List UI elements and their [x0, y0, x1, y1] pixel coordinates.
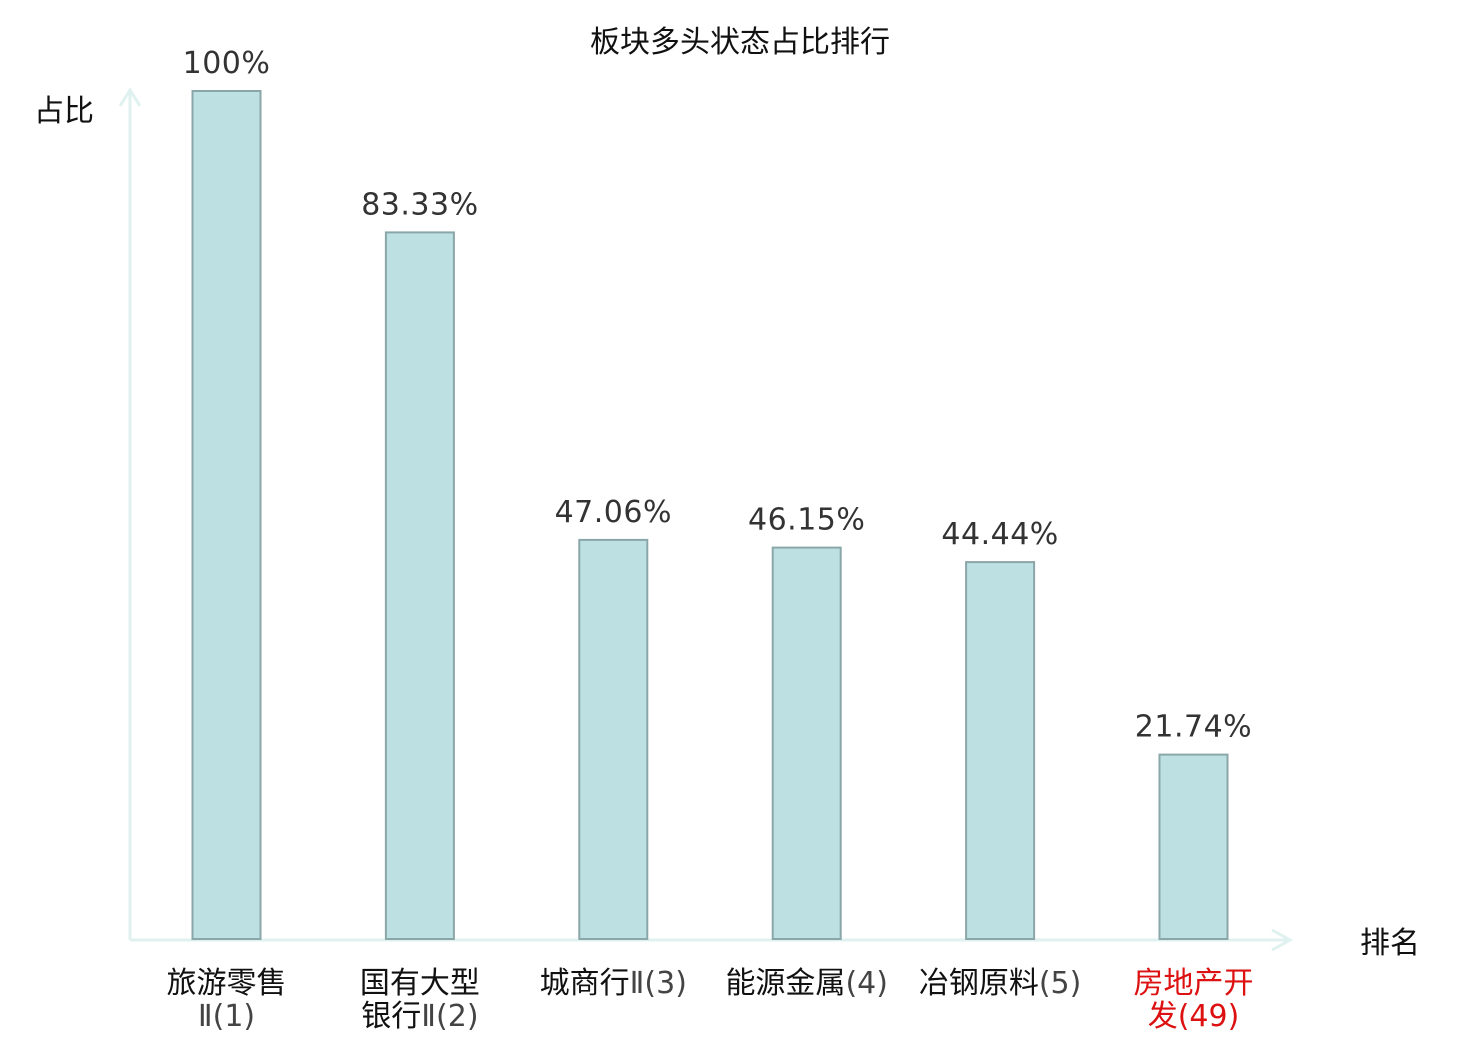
value-label-4: 46.15%	[748, 503, 865, 538]
category-label-2-line-1: 国有大型	[360, 966, 480, 1001]
chart-title: 板块多头状态占比排行	[590, 25, 890, 60]
category-label-4-line-1: 能源金属(4)	[725, 966, 888, 1001]
value-label-2: 83.33%	[361, 187, 478, 222]
bar-2	[384, 231, 455, 940]
category-name: 房地产开	[1134, 966, 1254, 1001]
bars	[191, 90, 1229, 941]
category-rank: Ⅱ(2)	[421, 999, 478, 1034]
y-axis-arrow	[118, 87, 142, 107]
bar-4	[771, 546, 842, 940]
bar-5	[965, 561, 1036, 940]
bar-6	[1158, 753, 1229, 940]
category-label-2-line-2: 银行Ⅱ(2)	[361, 999, 478, 1034]
category-label-1-line-1: 旅游零售	[167, 966, 287, 1001]
value-label-6: 21.74%	[1135, 710, 1252, 745]
category-name: 城商行	[540, 966, 630, 1001]
category-name: 旅游零售	[167, 966, 287, 1001]
category-name: 银行	[361, 999, 421, 1034]
value-label-1: 100%	[183, 46, 271, 81]
category-rank: (49)	[1178, 999, 1240, 1034]
category-rank: (4)	[845, 966, 888, 1001]
value-labels: 100% 83.33% 47.06% 46.15% 44.44% 21.74%	[183, 46, 1252, 745]
category-label-5-line-1: 冶钢原料(5)	[919, 966, 1082, 1001]
category-name: 冶钢原料	[919, 966, 1039, 1001]
x-axis-label: 排名	[1360, 926, 1420, 961]
category-label-1-line-2: Ⅱ(1)	[198, 999, 255, 1034]
value-label-3: 47.06%	[555, 495, 672, 530]
category-rank: (5)	[1039, 966, 1082, 1001]
category-rank: Ⅱ(1)	[198, 999, 255, 1034]
axes	[118, 87, 1294, 952]
category-name: 能源金属	[725, 966, 845, 1001]
category-name: 发	[1148, 999, 1178, 1034]
bar-3	[578, 538, 649, 941]
category-label-6-line-1: 房地产开	[1134, 966, 1254, 1001]
category-label-3-line-1: 城商行Ⅱ(3)	[540, 966, 687, 1001]
category-label-6-line-2: 发(49)	[1148, 999, 1240, 1034]
x-axis-arrow	[1271, 928, 1294, 952]
category-rank: Ⅱ(3)	[630, 966, 687, 1001]
category-name: 国有大型	[360, 966, 480, 1001]
value-label-5: 44.44%	[941, 517, 1058, 552]
y-axis-label: 占比	[34, 94, 94, 129]
bar-1	[191, 90, 262, 940]
